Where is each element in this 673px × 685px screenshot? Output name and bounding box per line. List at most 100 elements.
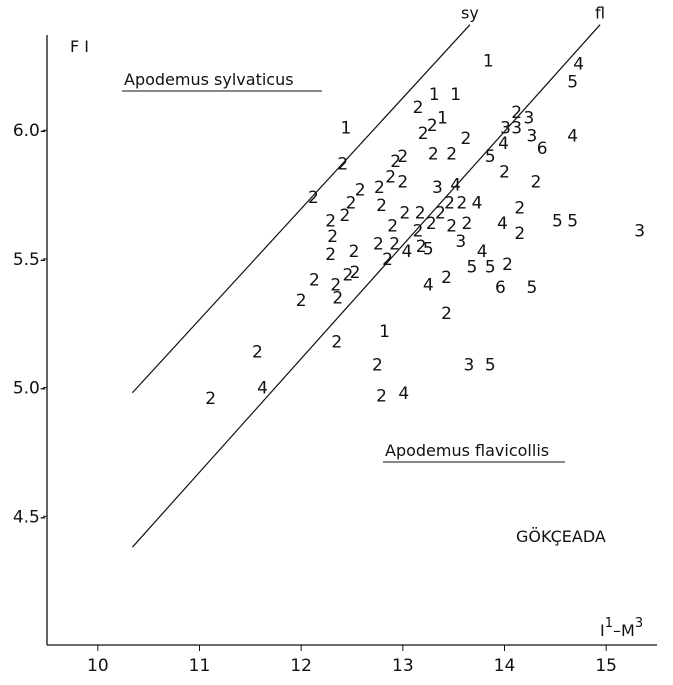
point: 2 bbox=[296, 291, 307, 311]
x-tick-label: 10 bbox=[87, 656, 109, 676]
point: 5 bbox=[567, 72, 578, 92]
point: 2 bbox=[456, 193, 467, 213]
point: 1 bbox=[450, 85, 461, 105]
point: 2 bbox=[382, 250, 393, 270]
point: 2 bbox=[325, 245, 336, 265]
point: 2 bbox=[389, 234, 400, 254]
point: 2 bbox=[514, 224, 525, 244]
point: 2 bbox=[339, 206, 350, 226]
point: 2 bbox=[413, 98, 424, 118]
point: 5 bbox=[423, 240, 434, 260]
point: 2 bbox=[390, 152, 401, 172]
point: 5 bbox=[552, 211, 563, 231]
x-label-sup: 1 bbox=[605, 616, 613, 631]
point: 3 bbox=[523, 108, 534, 128]
x-tick-label: 11 bbox=[189, 656, 211, 676]
point: 4 bbox=[257, 379, 268, 399]
point: 3 bbox=[455, 232, 466, 252]
point: 2 bbox=[376, 196, 387, 216]
point: 2 bbox=[514, 198, 525, 218]
point: 5 bbox=[485, 258, 496, 278]
point: 4 bbox=[477, 242, 488, 262]
point: 1 bbox=[429, 85, 440, 105]
point: 2 bbox=[387, 216, 398, 236]
point: 1 bbox=[340, 119, 351, 139]
point: 2 bbox=[374, 178, 385, 198]
point: 2 bbox=[332, 289, 343, 309]
point: 2 bbox=[376, 386, 387, 406]
point: 2 bbox=[330, 276, 341, 296]
point: 2 bbox=[385, 168, 396, 188]
point: 2 bbox=[499, 162, 510, 182]
point: 3 bbox=[432, 178, 443, 198]
point: 2 bbox=[427, 116, 438, 136]
point: 4 bbox=[567, 126, 578, 146]
point: 2 bbox=[461, 214, 472, 234]
point: 6 bbox=[537, 139, 548, 159]
point: 2 bbox=[355, 180, 366, 200]
point: 2 bbox=[325, 211, 336, 231]
x-axis-label: I1–M3 bbox=[600, 616, 643, 640]
point: 4 bbox=[398, 384, 409, 404]
point: 2 bbox=[373, 234, 384, 254]
point: 2 bbox=[460, 129, 471, 149]
y-tick-label: 5.5- bbox=[13, 250, 46, 270]
point: 2 bbox=[350, 263, 361, 283]
x-tick-label: 12 bbox=[290, 656, 312, 676]
point: 1 bbox=[483, 52, 494, 72]
point: 2 bbox=[397, 147, 408, 167]
annotation: GÖKÇEADA bbox=[516, 527, 606, 546]
point: 2 bbox=[502, 255, 513, 275]
point: 2 bbox=[252, 343, 263, 363]
point: 2 bbox=[331, 332, 342, 352]
x-label-part: I bbox=[600, 621, 605, 640]
point: 3 bbox=[511, 119, 522, 139]
point: 2 bbox=[413, 222, 424, 242]
point: 2 bbox=[531, 173, 542, 193]
point: 2 bbox=[308, 188, 319, 208]
annotation: Apodemus sylvaticus bbox=[124, 70, 294, 89]
point: 2 bbox=[309, 271, 320, 291]
point: 2 bbox=[511, 103, 522, 123]
point: 4 bbox=[401, 242, 412, 262]
point: 3 bbox=[634, 222, 645, 242]
point: 3 bbox=[500, 119, 511, 139]
line-label: sy bbox=[461, 4, 479, 23]
y-tick-label: 6.0- bbox=[13, 121, 46, 141]
point: 4 bbox=[497, 214, 508, 234]
point: 2 bbox=[418, 124, 429, 144]
point: 5 bbox=[485, 355, 496, 375]
point: 2 bbox=[349, 242, 360, 262]
y-axis-label: F I bbox=[70, 37, 89, 56]
point: 2 bbox=[327, 227, 338, 247]
point: 5 bbox=[567, 211, 578, 231]
point: 2 bbox=[444, 193, 455, 213]
x-label-part: –M bbox=[613, 621, 635, 640]
y-tick-label: 5.0- bbox=[13, 379, 46, 399]
point: 5 bbox=[527, 278, 538, 298]
y-tick-label: 4.5- bbox=[13, 507, 46, 527]
point: 5 bbox=[485, 147, 496, 167]
point: 2 bbox=[446, 144, 457, 164]
point: 4 bbox=[450, 175, 461, 195]
point: 2 bbox=[205, 389, 216, 409]
x-tick-label: 13 bbox=[392, 656, 414, 676]
point: 6 bbox=[495, 278, 506, 298]
point: 2 bbox=[346, 193, 357, 213]
point: 2 bbox=[416, 237, 427, 257]
point: 2 bbox=[343, 265, 354, 285]
point: 1 bbox=[437, 108, 448, 128]
point: 3 bbox=[527, 126, 538, 146]
line-label: fl bbox=[595, 4, 605, 23]
point: 3 bbox=[464, 355, 475, 375]
x-tick-label: 15 bbox=[595, 656, 617, 676]
point: 5 bbox=[467, 258, 478, 278]
x-label-sup: 3 bbox=[635, 616, 643, 631]
point: 2 bbox=[428, 144, 439, 164]
point: 2 bbox=[426, 214, 437, 234]
point: 4 bbox=[573, 54, 584, 74]
point: 2 bbox=[337, 155, 348, 175]
point: 2 bbox=[441, 304, 452, 324]
point: 1 bbox=[379, 322, 390, 342]
